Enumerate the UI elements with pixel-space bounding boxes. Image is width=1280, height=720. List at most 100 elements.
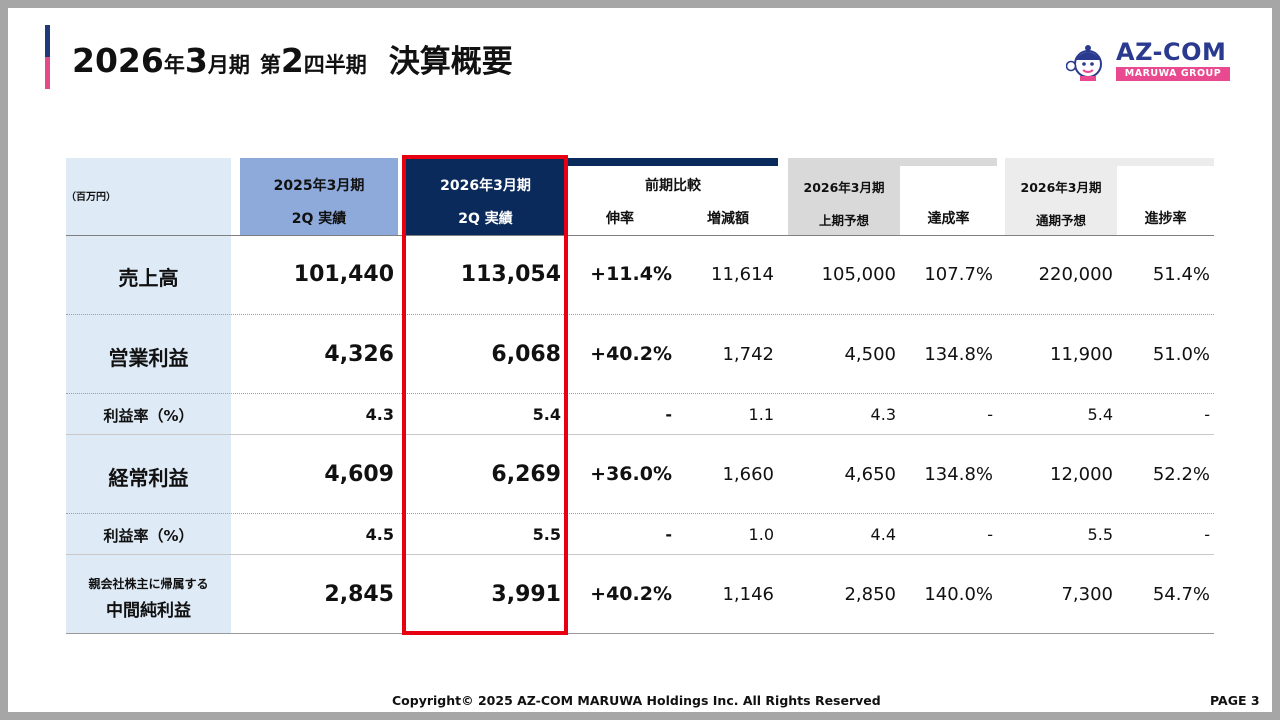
row-label-net-income-line2: 中間純利益 [106,601,191,621]
ord-growth: +36.0% [590,463,672,485]
net-diff: 1,146 [722,584,774,605]
ord-margin-diff: 1.0 [748,525,774,544]
title-gappi: 月期 [207,53,250,77]
ord-margin-progress: - [1204,525,1210,544]
op-fy: 11,900 [1050,344,1113,365]
h1-period-header: 2026年3月期 [803,180,885,195]
ord-margin-growth: - [665,525,672,544]
progress-header: 進捗率 [1144,211,1187,227]
op-margin-fy: 5.4 [1087,405,1113,424]
company-logo: AZ-COM MARUWA GROUP [1066,38,1236,84]
title-accent-bar [45,25,50,89]
row-rule-2 [66,393,1214,394]
sales-curr: 113,054 [460,262,561,287]
copyright-text: Copyright© 2025 AZ-COM MARUWA Holdings I… [392,693,881,708]
op-progress: 51.0% [1152,344,1210,365]
ord-h1: 4,650 [844,464,896,485]
sales-growth: +11.4% [590,263,672,285]
op-h1: 4,500 [844,344,896,365]
op-achieve: 134.8% [924,344,993,365]
sales-achieve: 107.7% [924,264,993,285]
prev-period-header: 2025年3月期 [273,178,365,194]
page-title: 2026年3月期 第2四半期 決算概要 [72,36,513,81]
op-growth: +40.2% [590,343,672,365]
op-margin-curr: 5.4 [532,405,561,424]
ord-margin-achieve: - [987,525,993,544]
row-label-net-income-line1: 親会社株主に帰属する [88,577,209,591]
logo-group-text: MARUWA GROUP [1116,67,1230,81]
achieve-header: 達成率 [927,211,970,227]
fy-header-bg [1005,158,1117,236]
prev-sub-header: 2Q 実績 [291,211,347,227]
bottom-rule [66,633,1214,634]
curr-header-bg [406,158,565,236]
row-rule-1 [66,314,1214,315]
op-margin-achieve: - [987,405,993,424]
op-prev: 4,326 [324,342,394,367]
compare-top-bar [568,158,778,166]
fy-top-bar [1117,158,1214,166]
sales-h1: 105,000 [821,264,896,285]
op-margin-prev: 4.3 [365,405,394,424]
ord-margin-h1: 4.4 [870,525,896,544]
ord-prev: 4,609 [324,462,394,487]
sales-diff: 11,614 [711,264,774,285]
sales-fy: 220,000 [1038,264,1113,285]
mascot-icon [1066,45,1102,81]
title-year: 2026 [72,41,164,80]
title-dai: 第 [259,53,281,77]
curr-period-header: 2026年3月期 [440,178,531,194]
sales-prev: 101,440 [293,262,394,287]
logo-text: AZ-COM [1116,38,1227,66]
row-rule-3 [66,434,1214,435]
curr-sub-header: 2Q 実績 [458,211,513,227]
ord-achieve: 134.8% [924,464,993,485]
net-achieve: 140.0% [924,584,993,605]
net-h1: 2,850 [844,584,896,605]
ord-progress: 52.2% [1152,464,1210,485]
title-nen: 年 [163,53,185,77]
title-summary: 決算概要 [388,44,513,80]
ord-margin-curr: 5.5 [532,525,561,544]
h1-forecast-header: 上期予想 [818,213,869,228]
op-margin-h1: 4.3 [870,405,896,424]
row-rule-4 [66,513,1214,514]
op-curr: 6,068 [491,342,561,367]
row-label-sales: 売上高 [118,266,179,290]
diff-header: 増減額 [707,211,749,227]
op-margin-progress: - [1204,405,1210,424]
ord-diff: 1,660 [722,464,774,485]
ord-fy: 12,000 [1050,464,1113,485]
ord-margin-fy: 5.5 [1087,525,1113,544]
h1-header-bg [788,158,900,236]
sales-progress: 51.4% [1152,264,1210,285]
op-diff: 1,742 [722,344,774,365]
title-quarter: 2 [280,41,304,80]
op-margin-diff: 1.1 [748,405,774,424]
net-curr: 3,991 [491,582,561,607]
net-fy: 7,300 [1061,584,1113,605]
net-growth: +40.2% [590,583,672,605]
fy-period-header: 2026年3月期 [1020,180,1102,195]
row-label-ord-margin: 利益率（%） [103,527,194,545]
op-margin-growth: - [665,405,672,424]
row-label-column-bg [66,158,231,634]
row-label-op-margin: 利益率（%） [103,407,194,425]
prev-header-bg [240,158,398,236]
unit-label: （百万円） [66,192,116,203]
net-prev: 2,845 [324,582,394,607]
ord-margin-prev: 4.5 [365,525,394,544]
row-rule-5 [66,554,1214,555]
compare-header: 前期比較 [645,178,701,194]
page-number: PAGE 3 [1210,693,1260,708]
growth-header: 伸率 [606,211,634,227]
ord-curr: 6,269 [491,462,561,487]
row-label-ordinary-profit: 経常利益 [108,466,189,490]
row-label-operating-profit: 営業利益 [108,346,189,370]
current-period-highlight-box [402,155,568,635]
fy-forecast-header: 通期予想 [1035,213,1086,228]
header-rule [66,235,1214,236]
h1-top-bar [900,158,997,166]
title-shihanki: 四半期 [303,53,367,77]
title-month: 3 [184,41,208,80]
